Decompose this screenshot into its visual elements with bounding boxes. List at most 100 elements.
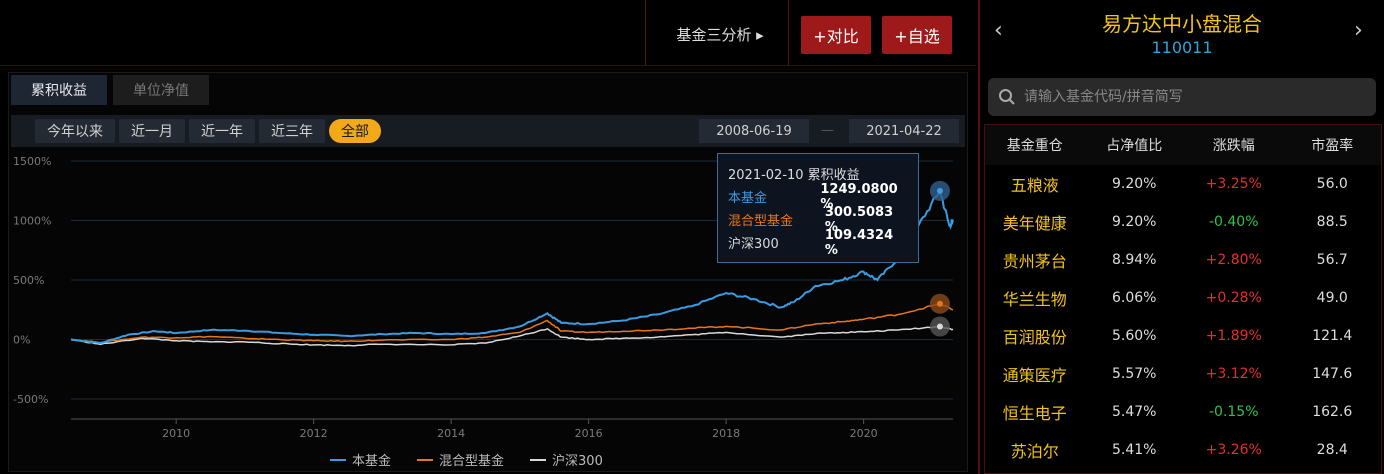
- holding-ratio: 9.20%: [1112, 214, 1157, 230]
- fund-name: 易方达中小盘混合: [1102, 12, 1262, 36]
- hover-marker-mixed-dot: [936, 300, 943, 307]
- holdings-rows: 五粮液 9.20% +3.25% 56.0 美年健康 9.20% -0.40% 88.5 贵州茅…: [985, 165, 1381, 469]
- holding-ratio: 9.20%: [1112, 176, 1157, 192]
- table-row[interactable]: 五粮液 9.20% +3.25% 56.0: [985, 165, 1381, 203]
- cumulative-return-chart[interactable]: 1500% 1000% 500% 0% -500% 2010 2012 2014 2016 201…: [9, 153, 967, 471]
- legend-label: 本基金: [352, 454, 392, 469]
- holding-ratio: 5.41%: [1112, 442, 1157, 458]
- compare-button[interactable]: +对比: [801, 16, 871, 54]
- holding-ratio: 8.94%: [1112, 252, 1157, 268]
- header-ratio: 占净值比: [1106, 138, 1163, 154]
- prev-fund-arrow-icon[interactable]: ‹: [994, 18, 1003, 43]
- legend-item-hs300[interactable]: 沪深300: [530, 450, 603, 469]
- x-tick-label: 2012: [300, 427, 328, 440]
- range-1m[interactable]: 近一月: [119, 119, 185, 143]
- holding-ratio: 6.06%: [1112, 290, 1157, 306]
- pe-ratio: 121.4: [1312, 328, 1353, 344]
- stock-name: 华兰生物: [1002, 290, 1067, 309]
- search-icon: [999, 89, 1015, 105]
- tooltip-series-value: 300.5083 %: [824, 204, 894, 235]
- hover-marker-hs300-dot: [936, 323, 943, 330]
- chart-panel: 基金三分析 ▸ +对比 +自选 累积收益 单位净值 今年以来 近一月 近一年 近…: [0, 0, 976, 474]
- pe-ratio: 162.6: [1312, 404, 1353, 420]
- y-tick-label: 1000%: [13, 215, 51, 228]
- pe-ratio: 56.0: [1316, 176, 1348, 192]
- range-selector: 今年以来 近一月 近一年 近三年 全部 2008-06-19 — 2021-04…: [11, 115, 965, 147]
- stock-name: 苏泊尔: [1010, 442, 1059, 461]
- series-line-fund[interactable]: [70, 187, 954, 345]
- fund-search-input[interactable]: [1024, 89, 1364, 105]
- tab-cumulative-return[interactable]: 累积收益: [11, 75, 107, 105]
- pe-ratio: 147.6: [1312, 366, 1353, 382]
- range-all[interactable]: 全部: [329, 119, 381, 143]
- y-tick-label: 1500%: [13, 155, 51, 168]
- tooltip-series-name: 混合型基金: [728, 214, 794, 229]
- x-tick-label: 2014: [437, 427, 465, 440]
- table-row[interactable]: 百润股份 5.60% +1.89% 121.4: [985, 317, 1381, 355]
- legend-swatch: [530, 458, 547, 461]
- stock-name: 美年健康: [1002, 214, 1067, 233]
- date-separator: —: [821, 123, 834, 138]
- chart-container: 累积收益 单位净值 今年以来 近一月 近一年 近三年 全部 2008-06-19…: [8, 72, 968, 472]
- header-change: 涨跌幅: [1212, 138, 1255, 154]
- y-tick-label: 500%: [13, 274, 44, 287]
- hover-marker-fund-dot: [936, 187, 943, 194]
- tooltip-series-value: 109.4324 %: [824, 227, 894, 258]
- fund-info-panel: ‹ 易方达中小盘混合 110011 › 基金重仓 占净值比 涨跌幅 市盈率 五粮…: [978, 0, 1384, 474]
- toolbar-divider: [788, 0, 789, 66]
- fund-header: ‹ 易方达中小盘混合 110011 ›: [980, 0, 1384, 66]
- y-tick-label: 0%: [13, 334, 30, 347]
- tooltip-series-name: 本基金: [728, 191, 768, 206]
- tab-unit-nav[interactable]: 单位净值: [113, 75, 209, 105]
- chart-tabs: 累积收益 单位净值: [11, 75, 209, 105]
- legend-item-fund[interactable]: 本基金: [330, 450, 391, 469]
- header-stock: 基金重仓: [1006, 138, 1063, 154]
- stock-name: 贵州茅台: [1002, 252, 1067, 271]
- chart-tooltip: 2021-02-10 累积收益 本基金 1249.0800 % 混合型基金 30…: [717, 153, 919, 263]
- price-change: -0.15%: [1208, 404, 1259, 420]
- end-date-field[interactable]: 2021-04-22: [849, 119, 959, 143]
- series-line-mixed[interactable]: [70, 302, 954, 344]
- x-tick-label: 2018: [712, 427, 740, 440]
- header-pe: 市盈率: [1311, 138, 1354, 154]
- range-1y[interactable]: 近一年: [189, 119, 255, 143]
- legend-item-mixed[interactable]: 混合型基金: [417, 450, 504, 469]
- start-date-field[interactable]: 2008-06-19: [699, 119, 809, 143]
- fund-code: 110011: [1151, 38, 1213, 57]
- table-row[interactable]: 贵州茅台 8.94% +2.80% 56.7: [985, 241, 1381, 279]
- pe-ratio: 28.4: [1316, 442, 1348, 458]
- y-tick-label: -500%: [13, 393, 48, 406]
- pe-ratio: 88.5: [1316, 214, 1348, 230]
- legend-swatch: [417, 458, 434, 461]
- series-line-hs300[interactable]: [70, 325, 954, 347]
- range-ytd[interactable]: 今年以来: [35, 119, 115, 143]
- range-3y[interactable]: 近三年: [259, 119, 325, 143]
- fund-analysis-button[interactable]: 基金三分析 ▸: [676, 25, 764, 44]
- table-row[interactable]: 美年健康 9.20% -0.40% 88.5: [985, 203, 1381, 241]
- holding-ratio: 5.47%: [1112, 404, 1157, 420]
- tooltip-row-hs300: 沪深300 109.4324 %: [728, 228, 908, 258]
- pe-ratio: 56.7: [1316, 252, 1348, 268]
- table-row[interactable]: 恒生电子 5.47% -0.15% 162.6: [985, 393, 1381, 431]
- stock-name: 百润股份: [1002, 328, 1067, 347]
- x-tick-label: 2020: [850, 427, 878, 440]
- holdings-table: 基金重仓 占净值比 涨跌幅 市盈率 五粮液 9.20% +3.25% 56.0 美年健康…: [984, 124, 1382, 474]
- top-toolbar: 基金三分析 ▸ +对比 +自选: [0, 0, 976, 66]
- price-change: -0.40%: [1208, 214, 1259, 230]
- table-row[interactable]: 苏泊尔 5.41% +3.26% 28.4: [985, 431, 1381, 469]
- price-change: +1.89%: [1205, 328, 1262, 344]
- next-fund-arrow-icon[interactable]: ›: [1354, 18, 1363, 43]
- price-change: +3.12%: [1205, 366, 1262, 382]
- tooltip-series-name: 沪深300: [728, 237, 779, 252]
- stock-name: 恒生电子: [1002, 404, 1067, 423]
- chart-legend: 本基金 混合型基金 沪深300: [330, 450, 629, 469]
- table-row[interactable]: 华兰生物 6.06% +0.28% 49.0: [985, 279, 1381, 317]
- tooltip-header: 2021-02-10 累积收益: [728, 168, 860, 183]
- fund-search-box: [988, 78, 1376, 116]
- add-watchlist-button[interactable]: +自选: [882, 16, 952, 54]
- table-row[interactable]: 通策医疗 5.57% +3.12% 147.6: [985, 355, 1381, 393]
- tooltip-row-mixed: 混合型基金 300.5083 %: [728, 205, 908, 235]
- legend-label: 沪深300: [552, 454, 603, 469]
- tooltip-row-fund: 本基金 1249.0800 %: [728, 182, 908, 212]
- holding-ratio: 5.57%: [1112, 366, 1157, 382]
